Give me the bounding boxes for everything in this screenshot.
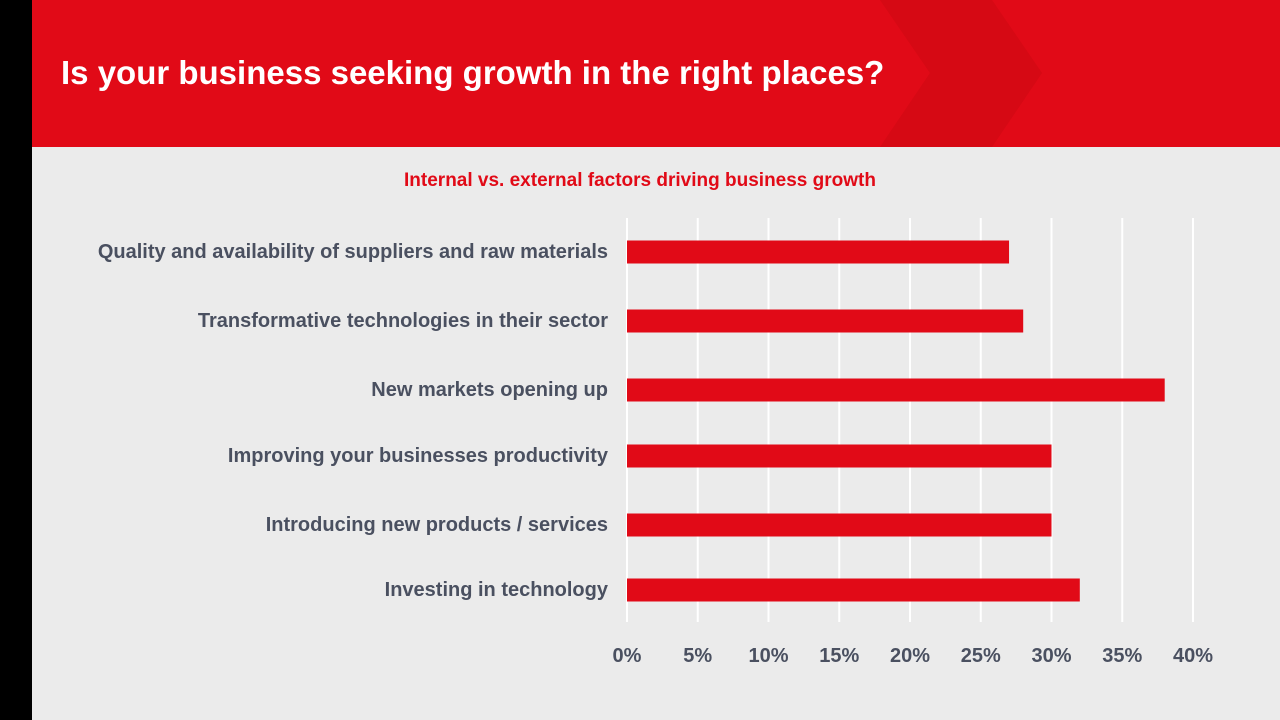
x-tick-label-5: 5% [683, 645, 713, 667]
chart-title: Internal vs. external factors driving bu… [404, 170, 876, 191]
x-tick-label-30: 30% [1031, 645, 1072, 667]
category-label-6: Investing in technology [384, 579, 608, 601]
x-tick-label-20: 20% [889, 645, 931, 667]
gridlines [626, 218, 1194, 622]
category-label-4: Improving your businesses productivity [227, 445, 608, 467]
bar-2 [627, 309, 1024, 333]
bar-6 [627, 578, 1080, 602]
x-tick-label-10: 10% [748, 645, 789, 667]
x-tick-label-0: 0% [612, 645, 642, 667]
category-label-3: New markets opening up [371, 379, 608, 401]
category-label-5: Introducing new products / services [265, 514, 608, 536]
bar-4 [627, 444, 1052, 468]
category-label-2: Transformative technologies in their sec… [197, 310, 608, 332]
bar-1 [627, 240, 1010, 264]
category-label-1: Quality and availability of suppliers an… [97, 241, 608, 263]
bars [627, 240, 1165, 602]
bar-5 [627, 513, 1052, 537]
bar-3 [627, 378, 1165, 402]
x-tick-label-25: 25% [960, 645, 1001, 667]
x-tick-label-35: 35% [1102, 645, 1143, 667]
x-tick-label-15: 15% [819, 645, 860, 667]
banner-decoration [880, 0, 1042, 147]
x-tick-label-40: 40% [1172, 645, 1214, 667]
page-title: Is your business seeking growth in the r… [61, 54, 885, 91]
header-banner: Is your business seeking growth in the r… [32, 0, 1280, 147]
left-edge-strip [0, 0, 32, 720]
